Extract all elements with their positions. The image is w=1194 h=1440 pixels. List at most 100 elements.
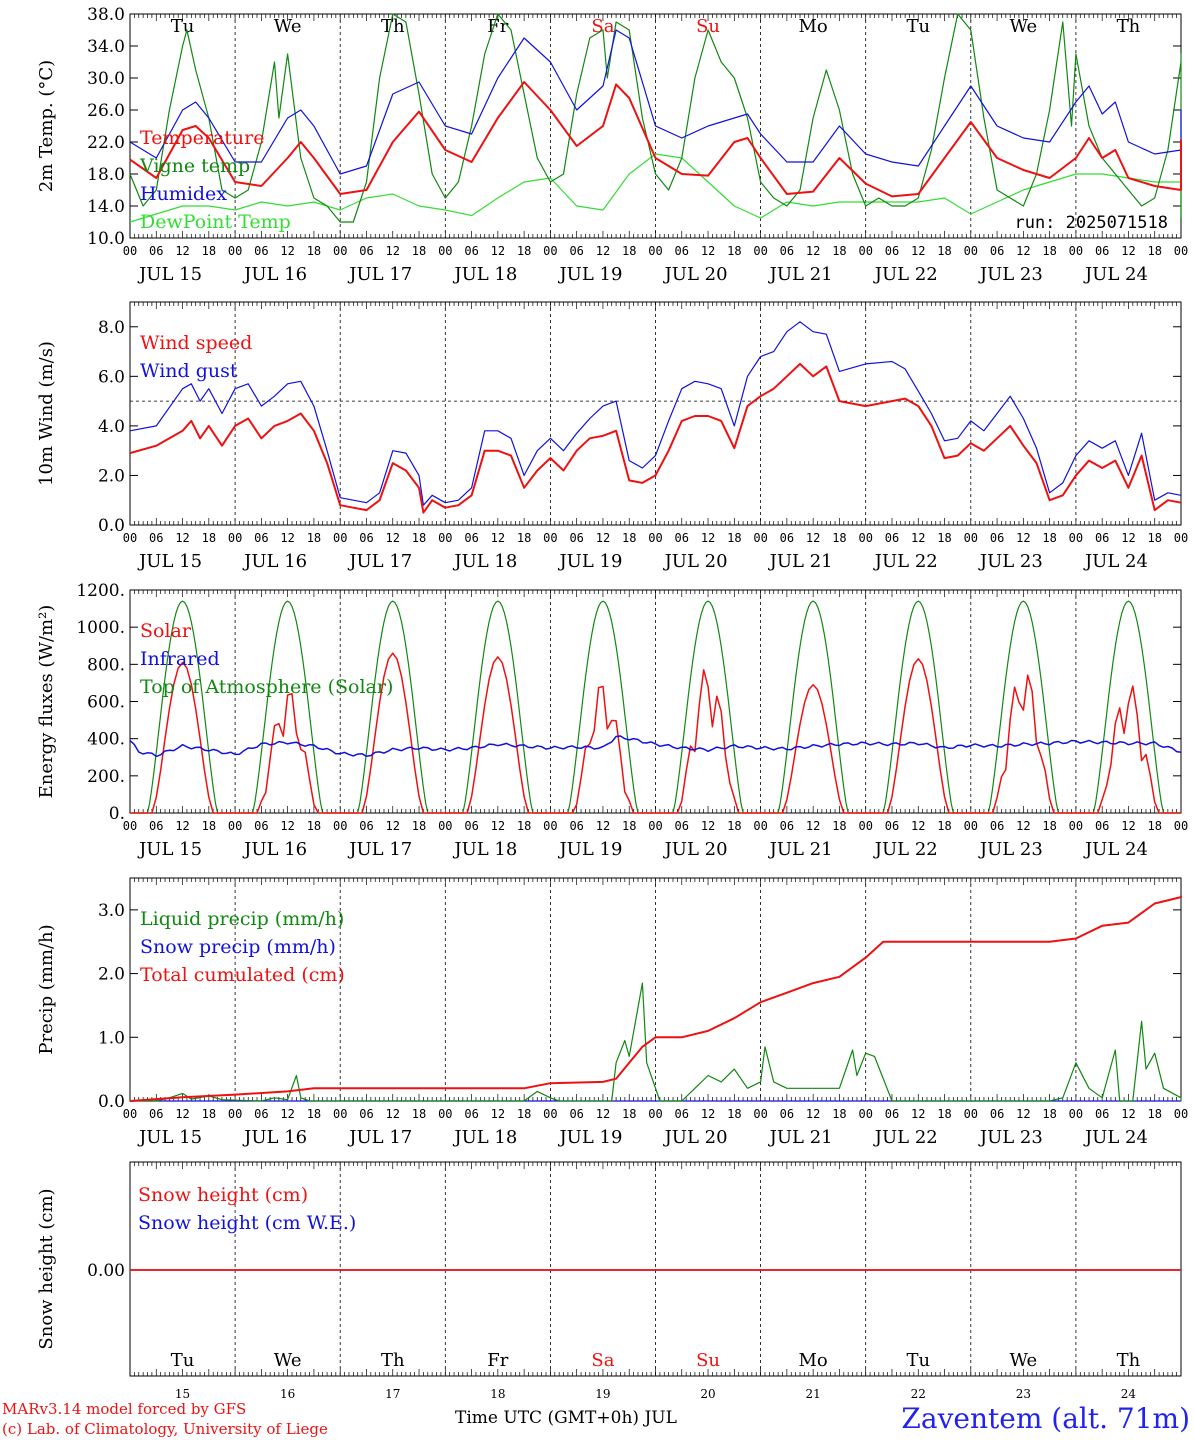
x-date-label: JUL 19 <box>557 264 622 285</box>
x-hour-tick-label: 12 <box>386 244 400 258</box>
y-axis-label: 10m Wind (m/s) <box>36 341 57 486</box>
x-date-label: JUL 22 <box>873 551 938 572</box>
x-date-label: JUL 23 <box>978 264 1043 285</box>
x-hour-tick-label: 06 <box>990 819 1004 833</box>
x-date-label: JUL 21 <box>768 264 833 285</box>
weekday-label: Tu <box>171 1350 195 1371</box>
x-hour-tick-label: 12 <box>701 531 715 545</box>
x-hour-tick-label: 18 <box>202 1107 216 1121</box>
x-hour-tick-label: 00 <box>964 819 978 833</box>
x-hour-tick-label: 06 <box>464 1107 478 1121</box>
x-axis-label: Time UTC (GMT+0h) JUL <box>455 1408 677 1428</box>
y-axis-label: Energy fluxes (W/m²) <box>36 605 57 799</box>
x-hour-tick-label: 06 <box>1095 1107 1109 1121</box>
x-hour-tick-label: 18 <box>202 819 216 833</box>
weekday-label: Fr <box>487 16 508 37</box>
x-hour-tick-label: 06 <box>359 819 373 833</box>
x-hour-tick-label: 06 <box>1095 531 1109 545</box>
x-hour-tick-label: 12 <box>1016 819 1030 833</box>
credit-line-1: MARv3.14 model forced by GFS <box>2 1400 246 1418</box>
x-hour-tick-label: 18 <box>832 531 846 545</box>
y-tick-label: 400. <box>87 730 125 750</box>
x-hour-tick-label: 06 <box>359 244 373 258</box>
day-number-label: 18 <box>490 1387 505 1401</box>
x-hour-tick-label: 00 <box>438 1107 452 1121</box>
day-number-label: 15 <box>175 1387 190 1401</box>
x-hour-tick-label: 00 <box>964 531 978 545</box>
x-hour-tick-label: 18 <box>937 1107 951 1121</box>
x-date-label: JUL 24 <box>1083 551 1148 572</box>
x-hour-tick-label: 12 <box>386 1107 400 1121</box>
x-hour-tick-label: 18 <box>412 819 426 833</box>
weekday-label: Mo <box>799 16 828 37</box>
x-hour-tick-label: 18 <box>1147 819 1161 833</box>
legend-entry: Snow height (cm) <box>138 1184 308 1206</box>
y-tick-label: 0. <box>109 804 125 824</box>
y-axis-label: Snow height (cm) <box>36 1188 57 1349</box>
x-date-label: JUL 15 <box>137 1127 202 1148</box>
series-wind-gust <box>129 321 1182 506</box>
x-date-label: JUL 22 <box>873 264 938 285</box>
x-hour-tick-label: 00 <box>753 244 767 258</box>
legend-entry: Snow precip (mm/h) <box>140 936 336 958</box>
x-hour-tick-label: 00 <box>648 531 662 545</box>
x-date-label: JUL 21 <box>768 839 833 860</box>
x-hour-tick-label: 06 <box>254 244 268 258</box>
x-hour-tick-label: 06 <box>359 531 373 545</box>
x-date-label: JUL 19 <box>557 551 622 572</box>
x-hour-tick-label: 12 <box>1121 244 1135 258</box>
x-hour-tick-label: 12 <box>1016 244 1030 258</box>
series-vigne-temp <box>129 13 1182 223</box>
y-tick-label: 26.0 <box>87 101 125 121</box>
x-hour-tick-label: 12 <box>491 1107 505 1121</box>
x-date-label: JUL 15 <box>137 839 202 860</box>
y-tick-label: 14.0 <box>87 197 125 217</box>
x-hour-tick-label: 12 <box>175 1107 189 1121</box>
x-hour-tick-label: 00 <box>123 1107 137 1121</box>
x-hour-tick-label: 06 <box>675 531 689 545</box>
x-hour-tick-label: 06 <box>675 819 689 833</box>
x-hour-tick-label: 00 <box>1174 244 1188 258</box>
legend-entry: Vigne temp <box>139 155 250 177</box>
x-hour-tick-label: 06 <box>885 819 899 833</box>
x-hour-tick-label: 06 <box>254 1107 268 1121</box>
x-date-label: JUL 18 <box>452 264 517 285</box>
x-hour-tick-label: 18 <box>517 1107 531 1121</box>
x-date-label: JUL 16 <box>242 839 307 860</box>
x-hour-tick-label: 18 <box>622 819 636 833</box>
x-hour-tick-label: 12 <box>491 531 505 545</box>
y-tick-label: 3.0 <box>98 901 125 921</box>
x-hour-tick-label: 00 <box>753 819 767 833</box>
x-hour-tick-label: 06 <box>675 244 689 258</box>
x-date-label: JUL 17 <box>347 551 412 572</box>
x-hour-tick-label: 18 <box>832 1107 846 1121</box>
x-hour-tick-label: 06 <box>1095 819 1109 833</box>
x-hour-tick-label: 18 <box>307 531 321 545</box>
legend-entry: Wind speed <box>140 332 252 354</box>
x-hour-tick-label: 00 <box>858 1107 872 1121</box>
x-hour-tick-label: 06 <box>464 819 478 833</box>
x-hour-tick-label: 00 <box>648 1107 662 1121</box>
x-hour-tick-label: 00 <box>543 819 557 833</box>
weekday-label: Th <box>381 16 405 37</box>
x-hour-tick-label: 00 <box>1174 819 1188 833</box>
x-hour-tick-label: 06 <box>990 531 1004 545</box>
y-tick-label: 0.0 <box>98 1092 125 1112</box>
weekday-label: Sa <box>591 1350 614 1371</box>
x-hour-tick-label: 18 <box>202 244 216 258</box>
y-tick-label: 2.0 <box>98 466 125 486</box>
x-hour-tick-label: 00 <box>1174 531 1188 545</box>
x-hour-tick-label: 12 <box>1016 531 1030 545</box>
x-hour-tick-label: 12 <box>280 531 294 545</box>
x-hour-tick-label: 06 <box>990 244 1004 258</box>
x-hour-tick-label: 06 <box>780 1107 794 1121</box>
x-date-label: JUL 23 <box>978 1127 1043 1148</box>
x-date-label: JUL 23 <box>978 551 1043 572</box>
legend-entry: Total cumulated (cm) <box>140 964 345 986</box>
wind-panel: 0.0 2.0 4.0 6.0 8.0 10m Wind (m/s) Wind speed W… <box>36 301 1188 572</box>
x-date-label: JUL 16 <box>242 1127 307 1148</box>
x-hour-tick-label: 12 <box>386 819 400 833</box>
x-hour-tick-label: 00 <box>753 531 767 545</box>
y-tick-label: 2.0 <box>98 965 125 985</box>
x-hour-tick-label: 06 <box>254 531 268 545</box>
